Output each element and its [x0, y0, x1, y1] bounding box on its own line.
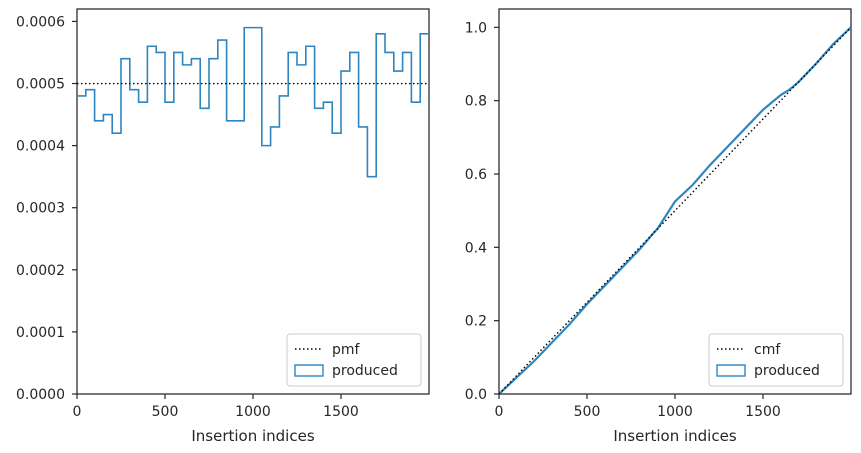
y-tick-label: 0.0000 — [16, 387, 65, 403]
x-tick-label: 1500 — [745, 404, 781, 420]
x-axis-label: Insertion indices — [613, 427, 736, 445]
x-tick-label: 0 — [495, 404, 504, 420]
produced-step-line — [77, 26, 429, 178]
y-tick-label: 0.0 — [465, 387, 487, 403]
x-tick-label: 500 — [152, 404, 179, 420]
legend-label-produced: produced — [332, 363, 398, 379]
x-tick-label: 1500 — [323, 404, 359, 420]
y-tick-label: 0.0005 — [16, 77, 65, 93]
legend-swatch-produced — [716, 364, 746, 377]
x-tick-label: 1000 — [657, 404, 693, 420]
x-tick-label: 1000 — [235, 404, 271, 420]
x-tick-label: 500 — [574, 404, 601, 420]
y-tick-label: 0.0002 — [16, 263, 65, 279]
y-tick-label: 0.2 — [465, 314, 487, 330]
legend-label-produced: produced — [754, 363, 820, 379]
y-tick-label: 0.0006 — [16, 14, 65, 30]
x-axis-label: Insertion indices — [191, 427, 314, 445]
legend: pmf produced — [286, 333, 422, 387]
legend-box — [708, 333, 844, 387]
pmf-chart: 0 500 1000 1500 0.0000 0.0001 0.0002 0.0003 0.00… — [16, 8, 430, 445]
cmf-chart: 0 500 1000 1500 0.0 0.2 0.4 0.6 0.8 1.0 Insertion … — [465, 8, 852, 445]
x-tick-label: 0 — [73, 404, 82, 420]
legend-box — [286, 333, 422, 387]
legend: cmf produced — [708, 333, 844, 387]
cmf-line — [498, 26, 852, 395]
y-tick-label: 0.4 — [465, 240, 487, 256]
y-tick-label: 0.0003 — [16, 201, 65, 217]
legend-swatch-produced — [294, 364, 324, 377]
y-tick-label: 0.0004 — [16, 139, 65, 155]
legend-label-cmf: cmf — [754, 342, 781, 358]
produced-cumulative-line — [498, 26, 852, 395]
legend-label-pmf: pmf — [332, 342, 361, 358]
y-tick-label: 0.6 — [465, 167, 487, 183]
y-tick-label: 0.0001 — [16, 325, 65, 341]
y-tick-label: 1.0 — [465, 20, 487, 36]
y-tick-label: 0.8 — [465, 94, 487, 110]
